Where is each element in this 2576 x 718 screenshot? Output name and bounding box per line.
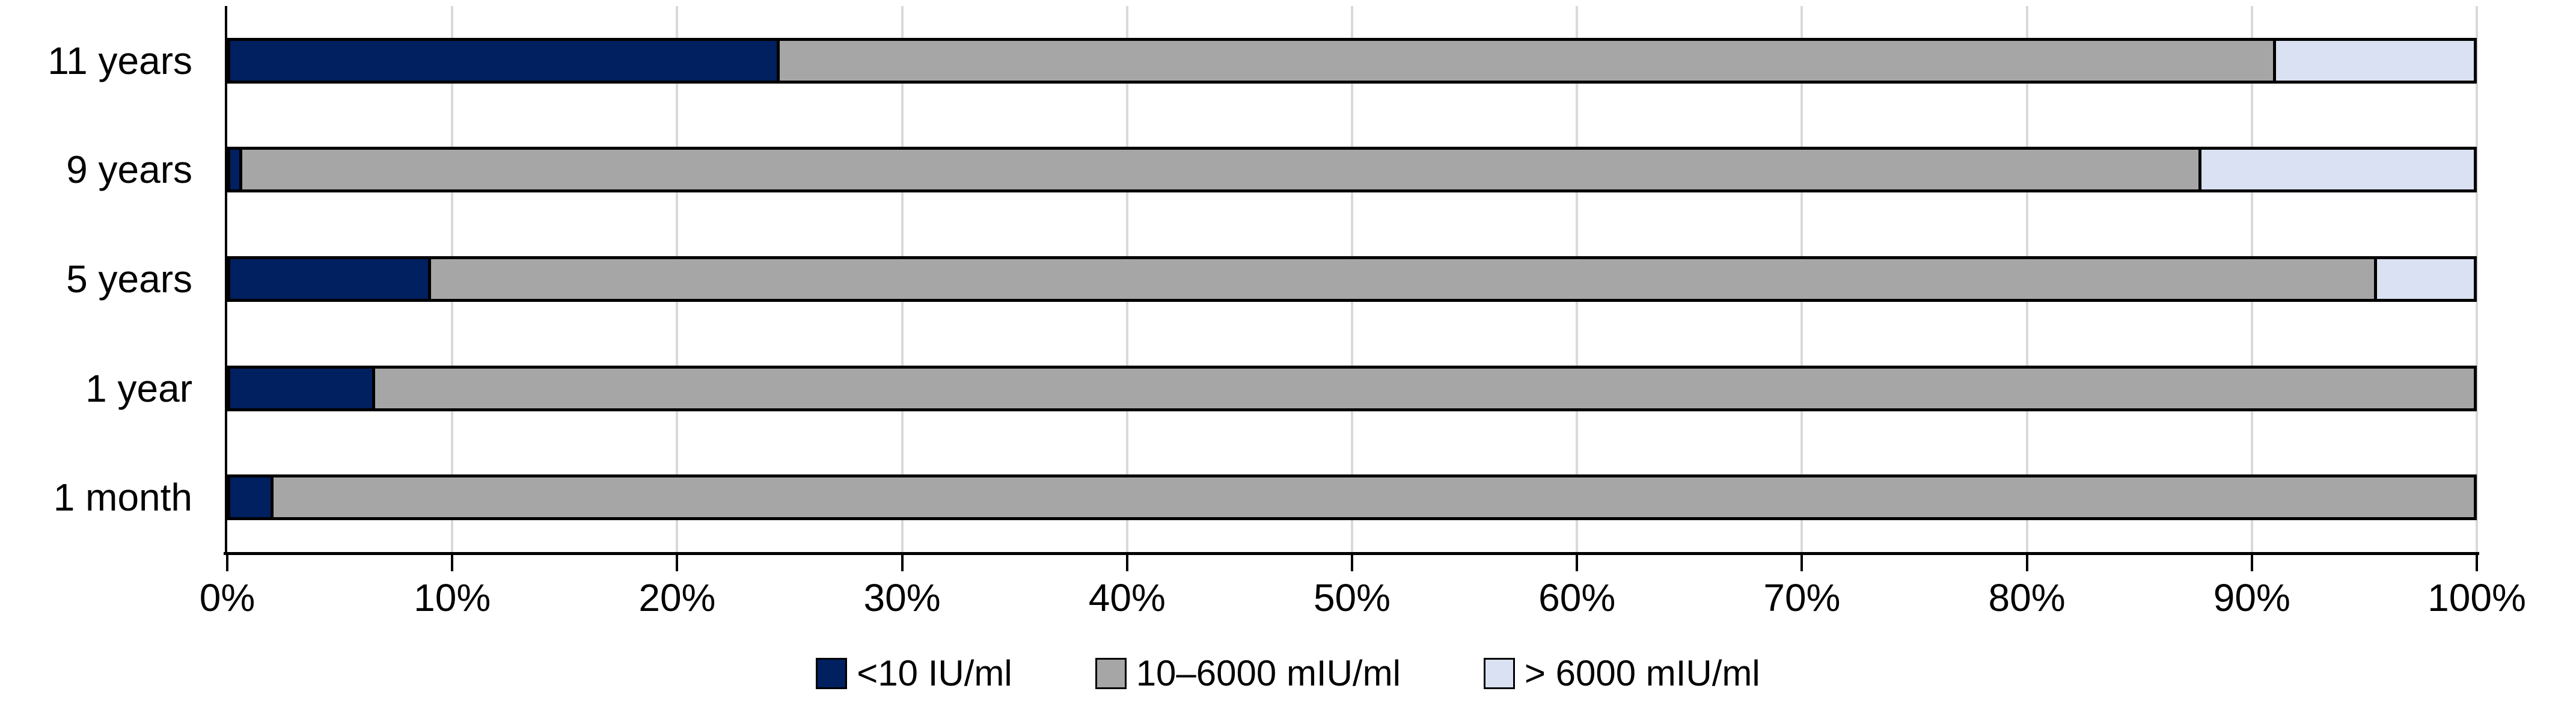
plot-area <box>225 6 2478 552</box>
bar-row <box>227 443 2477 552</box>
x-tick-label: 90% <box>2213 576 2290 619</box>
segment-divider <box>777 37 780 84</box>
bar-row <box>227 115 2477 225</box>
bar-segment <box>227 147 241 193</box>
x-tick-mark <box>451 552 454 571</box>
bar-segment <box>2274 37 2477 84</box>
y-tick-label: 11 years <box>47 38 192 82</box>
x-tick-mark <box>1800 552 1804 571</box>
gridline <box>2476 6 2478 552</box>
bar-1-month <box>227 474 2477 521</box>
legend-swatch <box>816 658 848 689</box>
segment-divider <box>2198 147 2202 193</box>
segment-divider <box>372 365 375 411</box>
bar-1-year <box>227 365 2477 411</box>
legend-item: <10 IU/ml <box>816 655 1012 692</box>
y-tick-label: 5 years <box>66 257 192 301</box>
bar-segment <box>240 147 2200 193</box>
legend-swatch <box>1095 658 1127 689</box>
x-tick-label: 20% <box>638 576 716 619</box>
bar-segment <box>2375 256 2477 302</box>
x-axis: 0% 10% 20% 30% 40% 50% 60% 70% 80% 90% 100% <box>200 552 2526 624</box>
x-tick-label: 30% <box>863 576 941 619</box>
y-axis-line <box>225 6 227 552</box>
y-tick-label: 9 years <box>66 148 192 192</box>
bar-row <box>227 6 2477 115</box>
legend-label: <10 IU/ml <box>857 653 1012 693</box>
x-tick-label: 100% <box>2428 576 2526 619</box>
legend-item: 10–6000 mIU/ml <box>1095 655 1401 692</box>
bar-segment <box>373 365 2477 411</box>
bar-5-years <box>227 256 2477 302</box>
legend-item: > 6000 mIU/ml <box>1483 653 1760 693</box>
x-tick-mark <box>226 552 228 571</box>
x-tick-mark <box>1576 552 1579 571</box>
y-axis-category-labels: 11 years 9 years 5 years 1 year 1 month <box>0 6 192 552</box>
bar-segment <box>778 37 2275 84</box>
bar-segment <box>227 474 272 521</box>
x-tick-label: 10% <box>414 576 491 619</box>
bar-segment <box>227 37 779 84</box>
bar-segment <box>227 365 374 411</box>
bar-9-years <box>227 147 2477 193</box>
x-tick-mark <box>676 552 679 571</box>
x-tick-mark <box>1351 552 1353 571</box>
bar-segment <box>429 256 2376 302</box>
segment-divider <box>239 147 242 193</box>
legend: <10 IU/ml 10–6000 mIU/ml > 6000 mIU/ml <box>0 648 2576 699</box>
x-tick-label: 70% <box>1763 576 1841 619</box>
y-tick-label: 1 month <box>53 476 192 520</box>
x-tick-mark <box>1125 552 1128 571</box>
x-tick-label: 80% <box>1988 576 2066 619</box>
bar-11-years <box>227 37 2477 84</box>
x-tick-mark <box>2250 552 2253 571</box>
legend-swatch <box>1483 658 1515 689</box>
x-tick-label: 50% <box>1313 576 1391 619</box>
x-tick-mark <box>901 552 904 571</box>
x-tick-label: 60% <box>1538 576 1616 619</box>
x-tick-mark <box>2476 552 2478 571</box>
bar-segment <box>227 256 430 302</box>
bar-segment <box>2200 147 2477 193</box>
bar-row <box>227 334 2477 443</box>
y-tick-label: 1 year <box>85 366 192 410</box>
bar-row <box>227 224 2477 334</box>
segment-divider <box>2374 256 2378 302</box>
legend-label: 10–6000 mIU/ml <box>1136 653 1401 693</box>
segment-divider <box>271 474 274 521</box>
x-tick-label: 40% <box>1088 576 1166 619</box>
legend-label: > 6000 mIU/ml <box>1524 653 1760 693</box>
x-tick-mark <box>2025 552 2028 571</box>
bar-segment <box>272 474 2477 521</box>
segment-divider <box>2272 37 2276 84</box>
x-tick-label: 0% <box>199 576 255 619</box>
segment-divider <box>428 256 432 302</box>
